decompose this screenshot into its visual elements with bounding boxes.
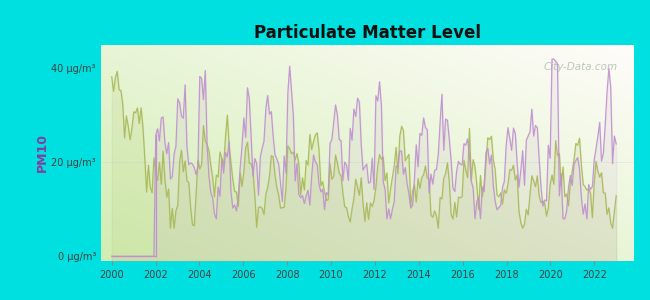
Y-axis label: PM10: PM10 — [36, 134, 49, 172]
Text: City-Data.com: City-Data.com — [543, 62, 618, 72]
Title: Particulate Matter Level: Particulate Matter Level — [254, 24, 481, 42]
